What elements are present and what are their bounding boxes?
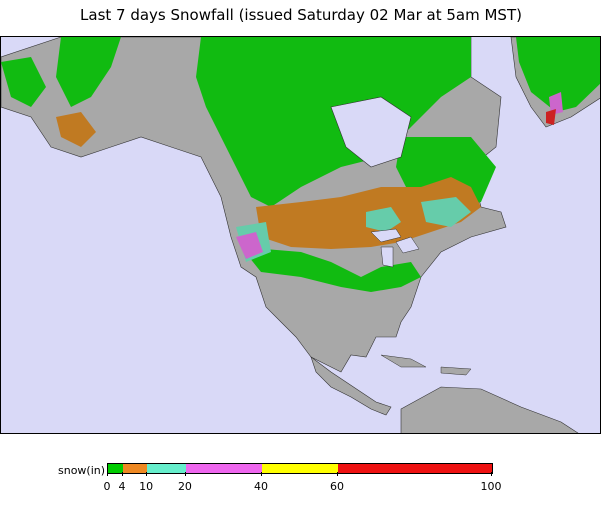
legend-bin-3 bbox=[185, 464, 262, 473]
legend-color-bar bbox=[107, 463, 493, 474]
legend-bin-4 bbox=[261, 464, 338, 473]
legend-tick-label: 10 bbox=[139, 480, 154, 493]
hudson-bay bbox=[330, 96, 412, 168]
snow-extreme-areas bbox=[546, 109, 556, 125]
snowfall-legend: snow(in) 0 4 10 20 40 60 100 bbox=[0, 456, 602, 506]
legend-tick-mark bbox=[491, 472, 492, 476]
legend-tick-label: 40 bbox=[253, 480, 268, 493]
legend-tick-mark bbox=[146, 472, 148, 476]
legend-bin-2 bbox=[147, 464, 186, 473]
map-title: Last 7 days Snowfall (issued Saturday 02… bbox=[80, 6, 522, 24]
map-canvas bbox=[1, 37, 600, 433]
central-america-land bbox=[310, 356, 392, 416]
legend-unit-label: snow(in) bbox=[58, 464, 106, 477]
legend-bin-1 bbox=[122, 464, 148, 473]
legend-tick-label: 60 bbox=[330, 480, 345, 493]
legend-tick-mark bbox=[121, 472, 123, 476]
snow-very-heavy-areas bbox=[236, 92, 563, 259]
legend-bin-5 bbox=[338, 464, 492, 473]
legend-tick-label: 4 bbox=[118, 480, 126, 493]
legend-tick-mark bbox=[260, 472, 262, 476]
caribbean-islands bbox=[380, 354, 472, 376]
legend-tick-mark bbox=[107, 472, 108, 476]
legend-tick-label: 100 bbox=[480, 480, 502, 493]
legend-tick-label: 20 bbox=[177, 480, 192, 493]
snowfall-map[interactable] bbox=[0, 36, 601, 434]
legend-tick-mark bbox=[184, 472, 186, 476]
south-america-land bbox=[400, 386, 579, 433]
legend-bin-0 bbox=[108, 464, 123, 473]
great-lakes bbox=[370, 228, 420, 268]
legend-tick-label: 0 bbox=[103, 480, 111, 493]
legend-tick-mark bbox=[337, 472, 339, 476]
